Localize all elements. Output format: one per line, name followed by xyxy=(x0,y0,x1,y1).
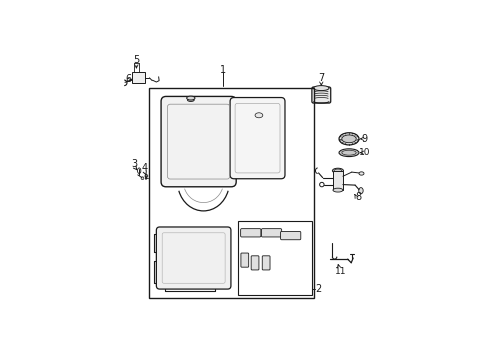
Bar xyxy=(332,171,342,190)
Ellipse shape xyxy=(332,168,343,173)
Text: 10: 10 xyxy=(358,148,369,157)
Ellipse shape xyxy=(187,99,194,102)
Ellipse shape xyxy=(313,86,328,91)
Text: 1: 1 xyxy=(220,64,225,75)
FancyBboxPatch shape xyxy=(241,253,248,267)
Text: 7: 7 xyxy=(318,73,324,83)
Ellipse shape xyxy=(338,149,358,157)
Text: 5: 5 xyxy=(133,55,139,66)
Ellipse shape xyxy=(255,113,262,118)
Polygon shape xyxy=(232,131,233,168)
FancyBboxPatch shape xyxy=(156,227,230,289)
Text: 11: 11 xyxy=(334,267,346,276)
FancyBboxPatch shape xyxy=(261,229,281,237)
FancyBboxPatch shape xyxy=(280,231,300,240)
Ellipse shape xyxy=(141,177,143,180)
Ellipse shape xyxy=(333,169,341,172)
Ellipse shape xyxy=(186,96,195,100)
Text: 6: 6 xyxy=(125,74,131,84)
Bar xyxy=(149,87,314,298)
Bar xyxy=(132,72,145,84)
Ellipse shape xyxy=(332,188,342,192)
Ellipse shape xyxy=(341,150,355,155)
FancyBboxPatch shape xyxy=(262,256,269,270)
Text: 4: 4 xyxy=(142,163,147,174)
Ellipse shape xyxy=(338,133,358,145)
FancyBboxPatch shape xyxy=(240,229,260,237)
Ellipse shape xyxy=(341,135,355,143)
Text: 9: 9 xyxy=(361,134,366,144)
FancyBboxPatch shape xyxy=(161,96,236,187)
Bar xyxy=(238,221,311,296)
FancyBboxPatch shape xyxy=(230,98,285,179)
Ellipse shape xyxy=(358,188,363,194)
FancyBboxPatch shape xyxy=(311,87,330,103)
Ellipse shape xyxy=(358,172,363,175)
Text: 2: 2 xyxy=(315,284,321,293)
Text: 3: 3 xyxy=(131,159,138,169)
FancyBboxPatch shape xyxy=(251,256,259,270)
Text: 8: 8 xyxy=(355,192,361,202)
Ellipse shape xyxy=(145,175,147,177)
